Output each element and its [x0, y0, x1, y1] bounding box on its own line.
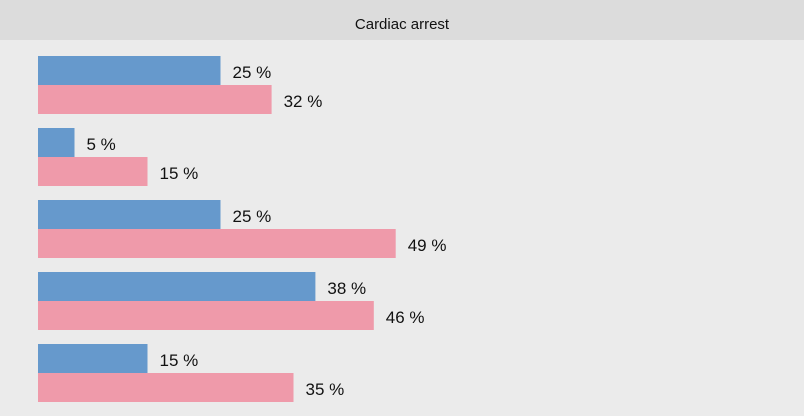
chart-title: Cardiac arrest [355, 16, 450, 33]
value-label: 15 % [160, 351, 199, 370]
bar [38, 200, 221, 229]
bar [38, 301, 374, 330]
value-label: 35 % [306, 380, 345, 399]
value-label: 38 % [327, 279, 366, 298]
bar [38, 373, 294, 402]
bar [38, 85, 272, 114]
bar [38, 344, 148, 373]
value-label: 25 % [233, 63, 272, 82]
bar [38, 272, 316, 301]
bar [38, 229, 396, 258]
value-label: 25 % [233, 207, 272, 226]
bar [38, 128, 75, 157]
value-label: 49 % [408, 236, 447, 255]
value-label: 15 % [160, 164, 199, 183]
value-label: 46 % [386, 308, 425, 327]
value-label: 32 % [284, 92, 323, 111]
title-bar [0, 0, 804, 40]
bar [38, 157, 148, 186]
bar [38, 56, 221, 85]
value-label: 5 % [87, 135, 116, 154]
